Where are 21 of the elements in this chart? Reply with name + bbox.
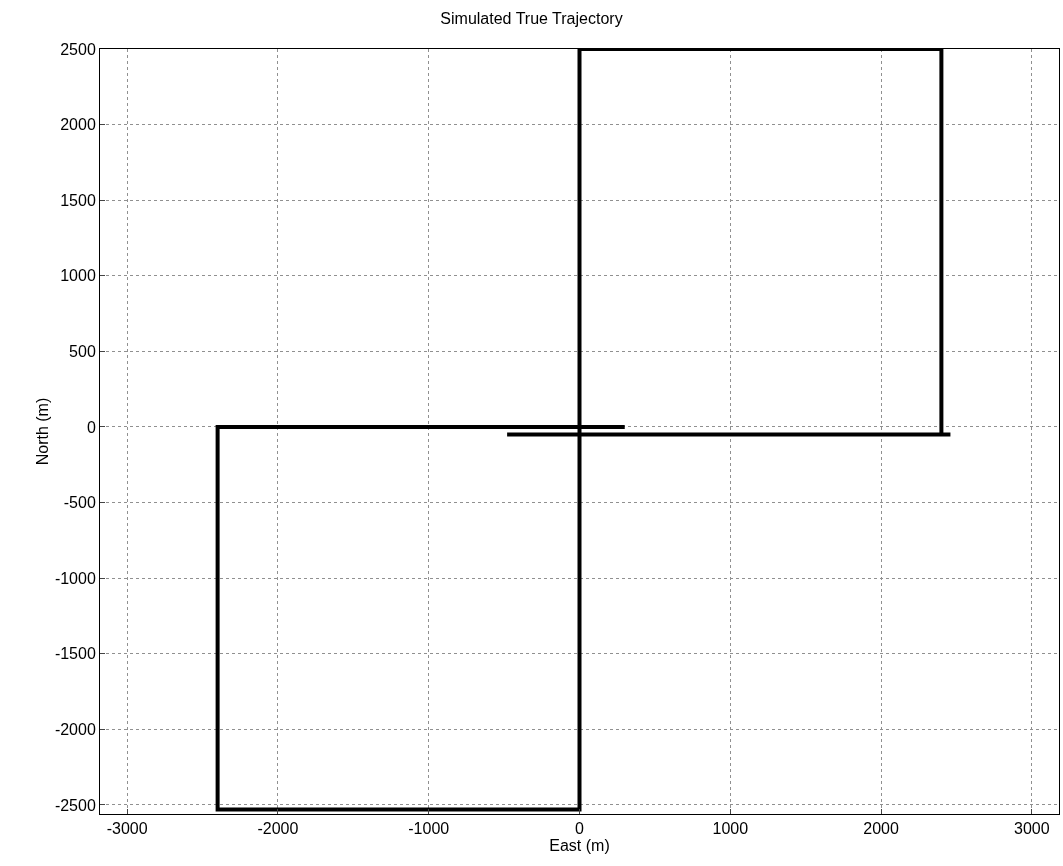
x-axis-title: East (m) xyxy=(549,837,610,855)
y-tick-label: 1500 xyxy=(60,191,96,209)
y-tick-label: 1000 xyxy=(60,267,96,285)
x-tick-label: -3000 xyxy=(106,820,148,838)
y-tick-label: 0 xyxy=(86,418,96,436)
x-tick-label: 1000 xyxy=(712,820,749,838)
y-tick-label: -2000 xyxy=(54,720,96,738)
y-tick-label: -1000 xyxy=(54,569,96,587)
y-axis-title: North (m) xyxy=(33,397,51,466)
y-tick-label: -2500 xyxy=(54,796,96,814)
y-tick-label: 500 xyxy=(69,342,96,360)
y-tick-label: -1500 xyxy=(54,645,96,663)
y-tick-label: -500 xyxy=(63,494,96,512)
y-tick-label: 2000 xyxy=(60,116,96,134)
x-tick-label: 0 xyxy=(575,820,585,838)
x-tick-label: -2000 xyxy=(257,820,299,838)
x-tick-label: -1000 xyxy=(408,820,450,838)
x-tick-label: 2000 xyxy=(863,820,899,838)
y-tick-label: 2500 xyxy=(60,40,96,58)
x-tick-label: 3000 xyxy=(1014,820,1050,838)
chart-title: Simulated True Trajectory xyxy=(440,10,623,28)
